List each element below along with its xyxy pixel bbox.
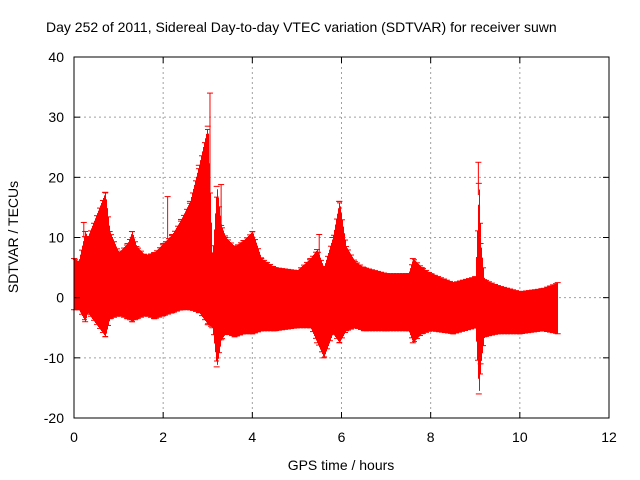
x-axis-tick-labels: 0 2 4 6 8 10 12 (70, 429, 617, 445)
axis-ticks (73, 56, 610, 419)
x-tick-label: 12 (601, 429, 617, 445)
x-axis-label: GPS time / hours (288, 457, 395, 473)
y-tick-label: 40 (48, 49, 64, 65)
y-tick-label: 30 (48, 109, 64, 125)
y-tick-label: -20 (44, 410, 64, 426)
y-axis-label: SDTVAR / TECUs (5, 181, 21, 293)
x-tick-label: 0 (70, 429, 78, 445)
data-layer (71, 92, 561, 395)
y-tick-label: 20 (48, 169, 64, 185)
y-tick-label: 10 (48, 230, 64, 246)
chart-title: Day 252 of 2011, Sidereal Day-to-day VTE… (46, 19, 557, 35)
y-tick-label: -10 (44, 350, 64, 366)
x-tick-label: 6 (338, 429, 346, 445)
y-axis-tick-labels: -20 -10 0 10 20 30 40 (44, 49, 64, 426)
x-tick-label: 8 (427, 429, 435, 445)
x-tick-label: 4 (248, 429, 256, 445)
x-tick-label: 2 (159, 429, 167, 445)
y-tick-label: 0 (56, 290, 64, 306)
x-tick-label: 10 (512, 429, 528, 445)
